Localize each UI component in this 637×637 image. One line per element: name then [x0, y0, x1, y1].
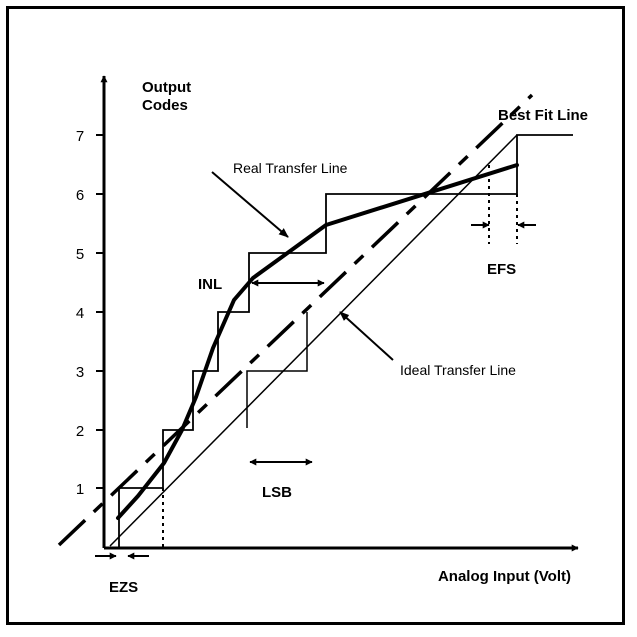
y-tick-marks [96, 134, 104, 489]
y-tick-label: 2 [76, 423, 84, 440]
axes [96, 75, 579, 552]
ideal-transfer-pointer [339, 311, 394, 361]
y-axis-title: Output [142, 79, 191, 96]
y-tick-label: 3 [76, 364, 84, 381]
best-fit-label: Best Fit Line [498, 107, 588, 124]
real-transfer-line [116, 163, 519, 520]
ideal-staircase [246, 312, 308, 428]
y-tick-label: 6 [76, 187, 84, 204]
real-transfer-pointer [211, 171, 289, 238]
real-transfer-label: Real Transfer Line [233, 160, 348, 176]
y-tick-labels: 1 2 3 4 5 6 7 [76, 128, 84, 498]
y-tick-label: 5 [76, 246, 84, 263]
y-tick-label: 7 [76, 128, 84, 145]
y-tick-label: 1 [76, 481, 84, 498]
ezs-label: EZS [109, 579, 138, 596]
x-axis-title: Analog Input (Volt) [438, 568, 571, 585]
ideal-transfer-line [109, 134, 518, 547]
efs-label: EFS [487, 261, 516, 278]
inl-label: INL [198, 276, 222, 293]
lsb-label: LSB [262, 484, 292, 501]
ideal-transfer-label: Ideal Transfer Line [400, 362, 516, 378]
diagram-frame [6, 6, 625, 625]
y-axis-title-line2: Codes [142, 97, 188, 114]
real-staircase [103, 134, 573, 548]
y-tick-label: 4 [76, 305, 84, 322]
